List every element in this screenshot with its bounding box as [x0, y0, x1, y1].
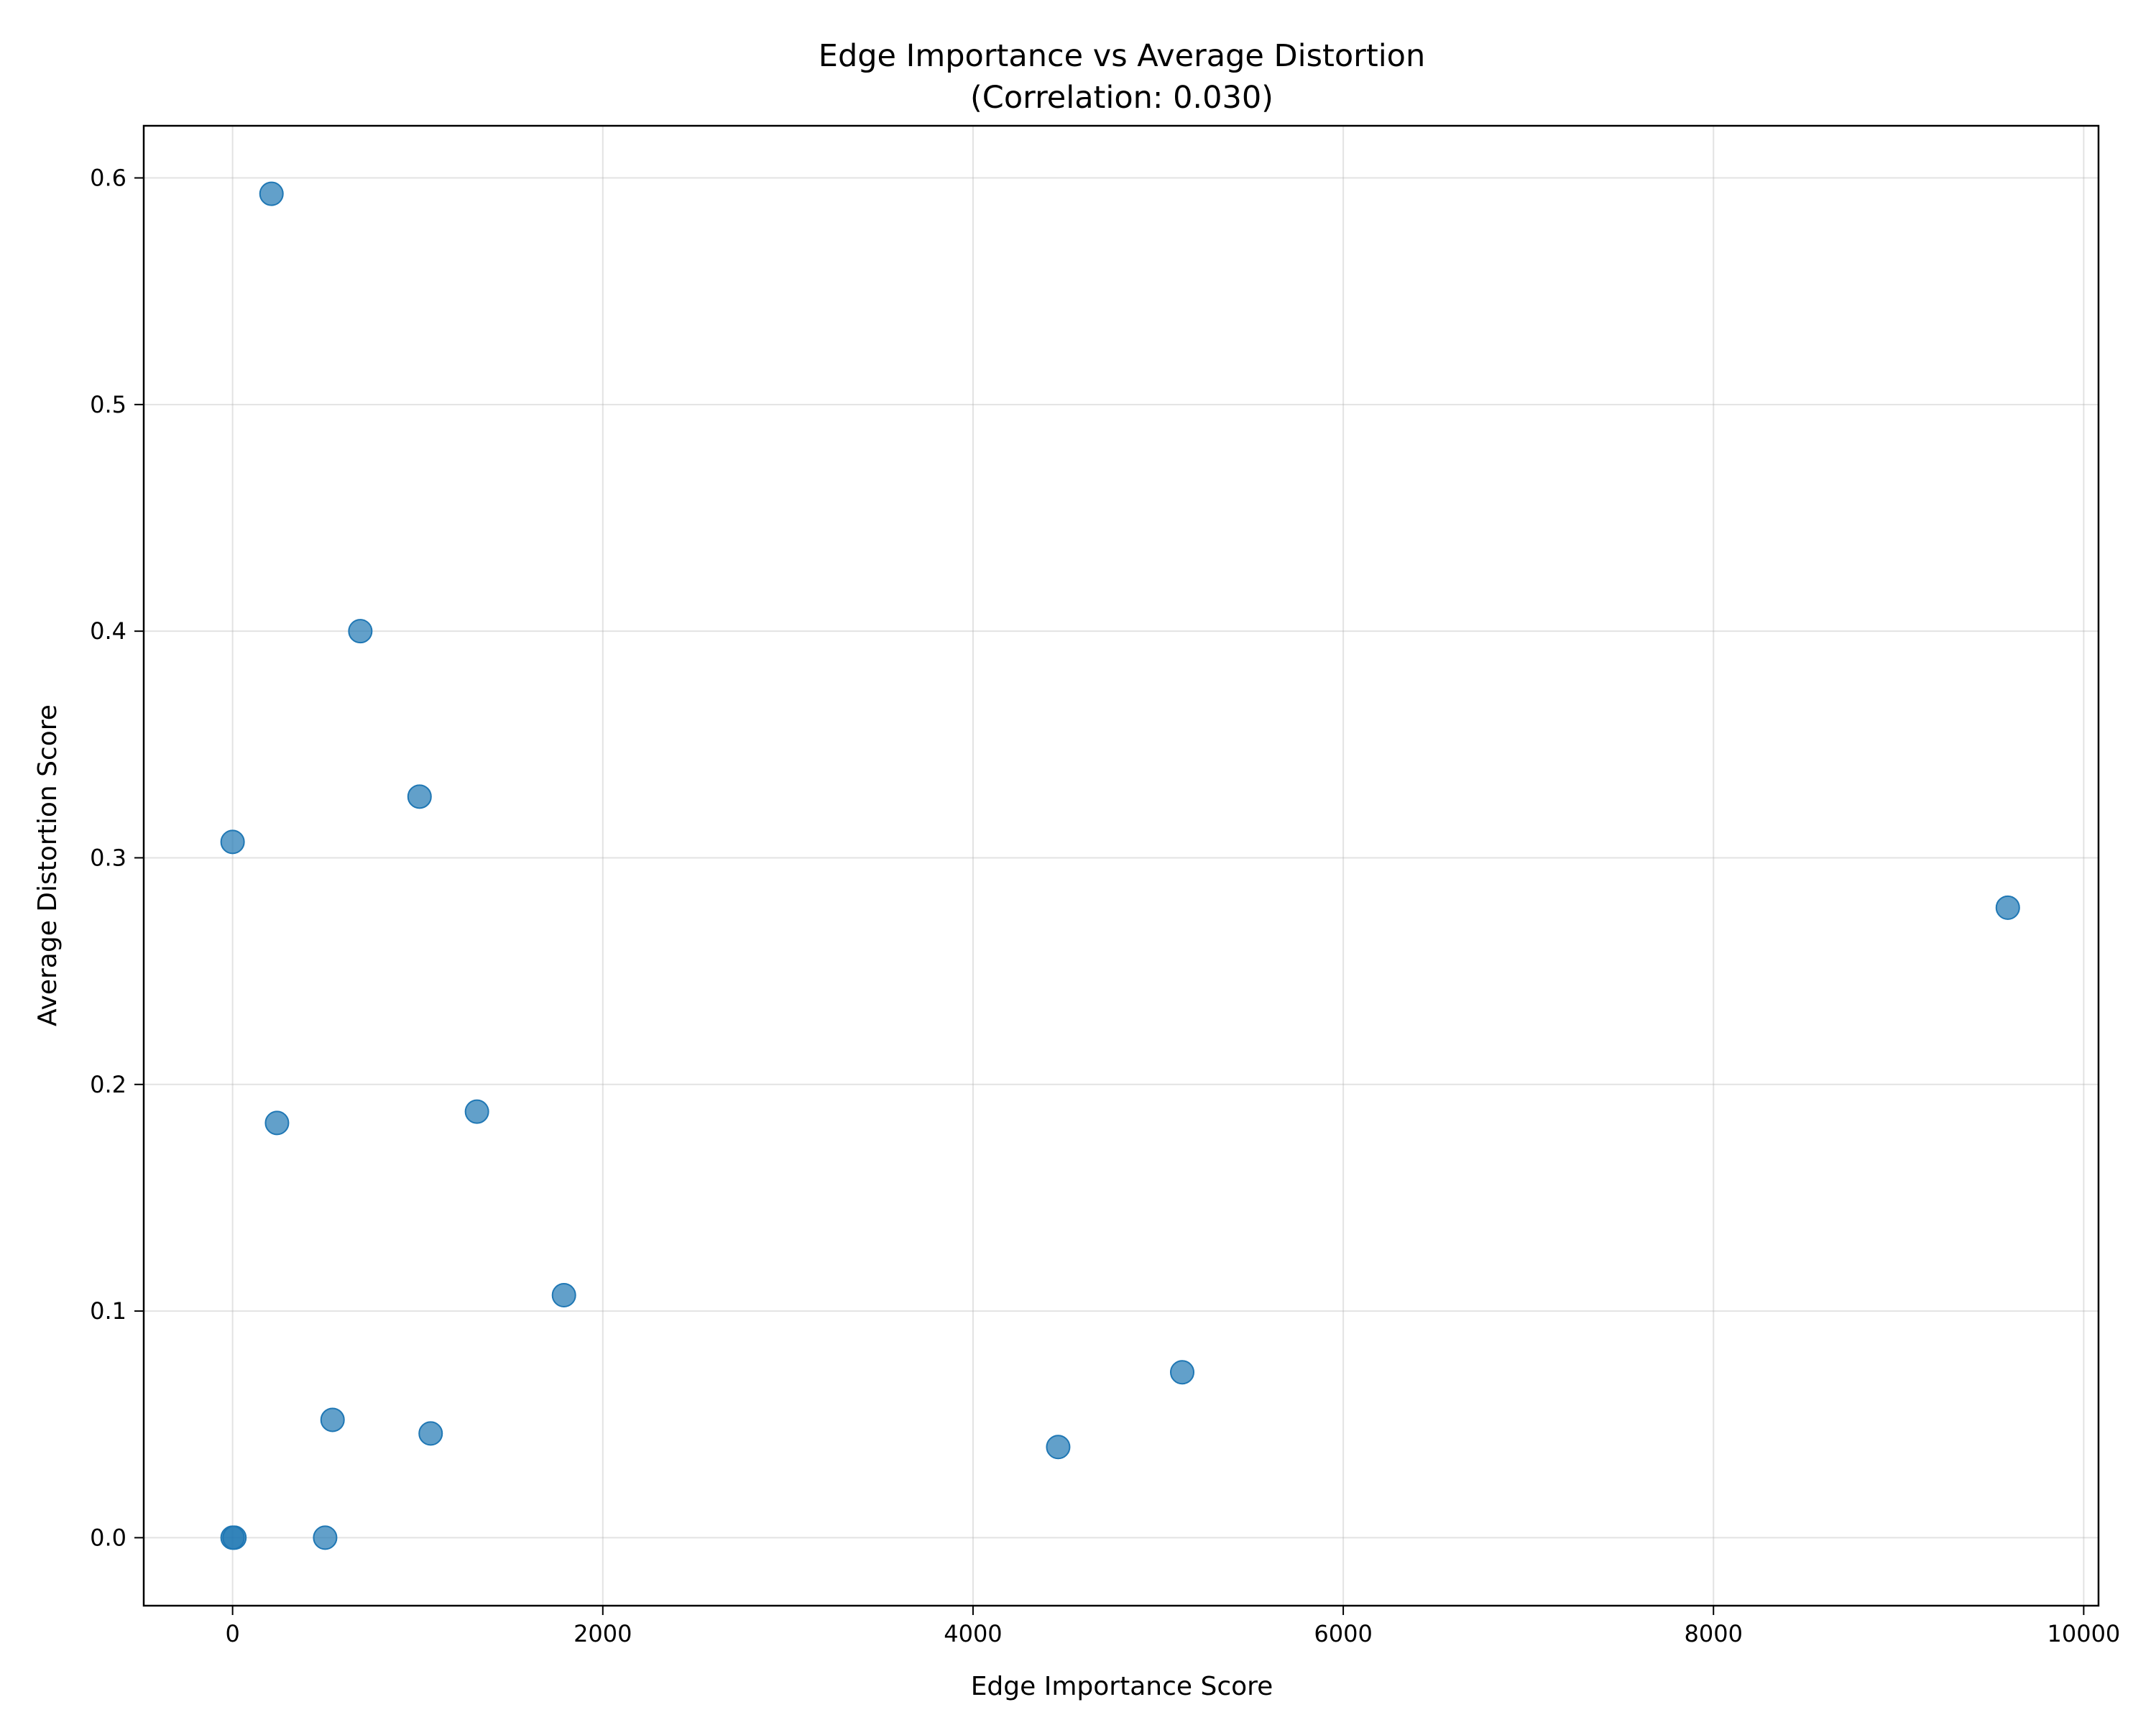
- scatter-point: [464, 1099, 489, 1124]
- y-tick-label: 0.2: [90, 1071, 126, 1098]
- y-tick-label: 0.6: [90, 165, 126, 192]
- y-axis-label: Average Distortion Score: [33, 704, 63, 1026]
- scatter-point: [407, 784, 432, 809]
- scatter-point: [313, 1525, 338, 1550]
- plot-frame: [142, 124, 2100, 1607]
- scatter-point: [418, 1421, 443, 1446]
- scatter-point: [1170, 1360, 1194, 1385]
- scatter-point: [320, 1407, 345, 1432]
- chart-subtitle: (Correlation: 0.030): [970, 80, 1273, 116]
- x-axis-label: Edge Importance Score: [971, 1672, 1273, 1701]
- y-tick-label: 0.1: [90, 1297, 126, 1325]
- x-axis-ticks: 0 2000 4000 6000 8000 10000: [225, 1606, 2120, 1647]
- scatter-point: [1995, 895, 2020, 920]
- x-tick-label: 0: [225, 1620, 239, 1647]
- scatter-point: [259, 181, 284, 206]
- x-tick-label: 10000: [2047, 1620, 2120, 1647]
- x-tick-label: 8000: [1685, 1620, 1743, 1647]
- y-tick-label: 0.4: [90, 617, 126, 645]
- x-tick-label: 4000: [944, 1620, 1002, 1647]
- scatter-point: [264, 1110, 290, 1136]
- scatter-point: [222, 1525, 247, 1550]
- y-tick-label: 0.0: [90, 1524, 126, 1551]
- y-axis-ticks: 0.0 0.1 0.2 0.3 0.4 0.5 0.6: [90, 165, 144, 1551]
- x-tick-label: 2000: [573, 1620, 632, 1647]
- x-tick-label: 6000: [1314, 1620, 1372, 1647]
- scatter-point: [551, 1283, 576, 1308]
- grid-lines: [144, 126, 2099, 1606]
- y-tick-label: 0.5: [90, 391, 126, 418]
- data-points: [220, 181, 2020, 1550]
- scatter-point: [348, 619, 373, 644]
- scatter-point: [1046, 1435, 1071, 1460]
- scatter-point: [220, 829, 245, 855]
- y-tick-label: 0.3: [90, 844, 126, 871]
- chart-title: Edge Importance vs Average Distortion: [819, 38, 1425, 74]
